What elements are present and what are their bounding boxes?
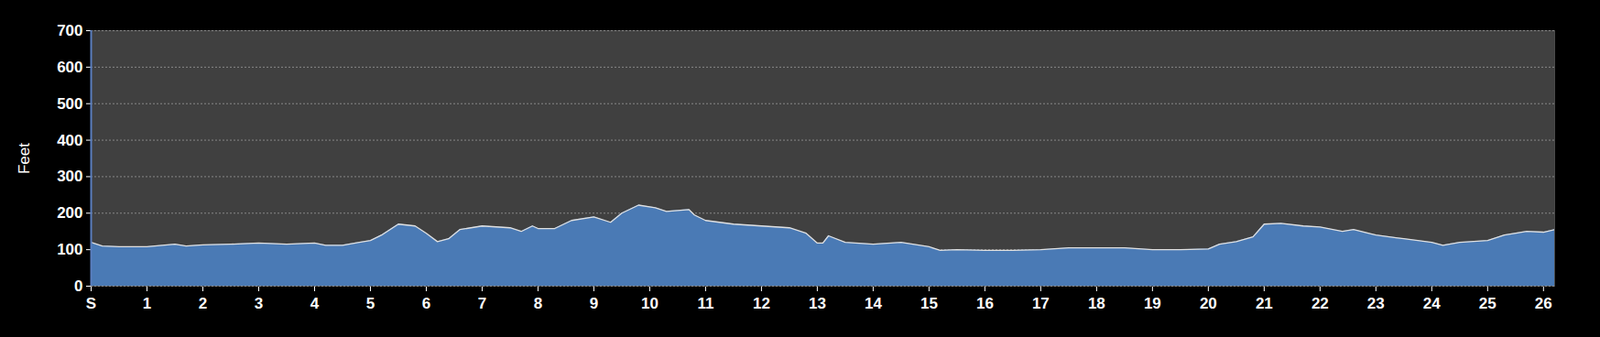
svg-text:12: 12 xyxy=(752,294,771,313)
svg-text:0: 0 xyxy=(74,277,83,295)
svg-text:Feet: Feet xyxy=(15,142,33,175)
svg-text:14: 14 xyxy=(864,294,882,313)
svg-text:22: 22 xyxy=(1311,294,1329,313)
svg-text:16: 16 xyxy=(976,294,994,313)
svg-text:700: 700 xyxy=(56,21,83,40)
svg-text:100: 100 xyxy=(56,240,83,259)
svg-text:17: 17 xyxy=(1032,294,1050,313)
svg-text:19: 19 xyxy=(1143,294,1162,313)
svg-text:2: 2 xyxy=(198,294,207,313)
svg-text:S: S xyxy=(86,294,97,313)
svg-text:5: 5 xyxy=(366,294,375,313)
svg-text:24: 24 xyxy=(1423,294,1441,313)
svg-text:11: 11 xyxy=(696,294,714,313)
svg-text:9: 9 xyxy=(589,294,599,313)
svg-text:15: 15 xyxy=(920,294,938,313)
svg-text:500: 500 xyxy=(56,95,83,113)
svg-text:20: 20 xyxy=(1199,294,1218,313)
svg-text:10: 10 xyxy=(641,294,659,313)
svg-text:600: 600 xyxy=(56,58,83,77)
svg-text:1: 1 xyxy=(142,294,152,313)
svg-text:25: 25 xyxy=(1479,294,1497,313)
svg-text:6: 6 xyxy=(422,294,431,313)
svg-text:200: 200 xyxy=(56,204,83,222)
svg-text:13: 13 xyxy=(808,294,827,313)
svg-text:300: 300 xyxy=(56,167,83,186)
svg-text:400: 400 xyxy=(56,131,83,150)
svg-text:8: 8 xyxy=(533,294,543,313)
svg-text:26: 26 xyxy=(1534,294,1553,313)
svg-text:3: 3 xyxy=(254,294,263,313)
svg-text:23: 23 xyxy=(1367,294,1385,313)
svg-text:21: 21 xyxy=(1255,294,1274,313)
svg-text:7: 7 xyxy=(478,294,487,313)
svg-text:4: 4 xyxy=(310,294,320,313)
svg-text:18: 18 xyxy=(1088,294,1106,313)
